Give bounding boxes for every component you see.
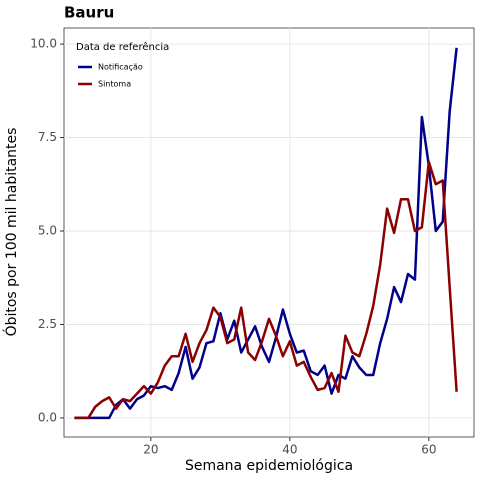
x-tick-label: 40 — [282, 443, 297, 457]
x-tick-label: 60 — [421, 443, 436, 457]
x-tick-label: 20 — [143, 443, 158, 457]
y-tick-label: 7.5 — [38, 130, 57, 144]
y-tick-label: 5.0 — [38, 224, 57, 238]
legend-title: Data de referência — [76, 41, 169, 53]
series-line — [74, 47, 458, 420]
plot-border — [63, 27, 475, 438]
y-tick-label: 10.0 — [30, 37, 57, 51]
series-line — [74, 160, 458, 420]
y-tick-label: 0.0 — [38, 410, 57, 424]
x-axis-label: Semana epidemiológica — [185, 458, 353, 474]
legend: Data de referência Notificação Sintoma — [76, 41, 169, 89]
y-axis-label: Óbitos por 100 mil habitantes — [2, 128, 20, 337]
legend-label: Notificação — [98, 63, 143, 72]
lines — [74, 47, 458, 420]
y-tick-label: 2.5 — [38, 317, 57, 331]
legend-label: Sintoma — [98, 80, 131, 89]
chart-title: Bauru — [64, 4, 114, 22]
grid — [60, 28, 474, 441]
